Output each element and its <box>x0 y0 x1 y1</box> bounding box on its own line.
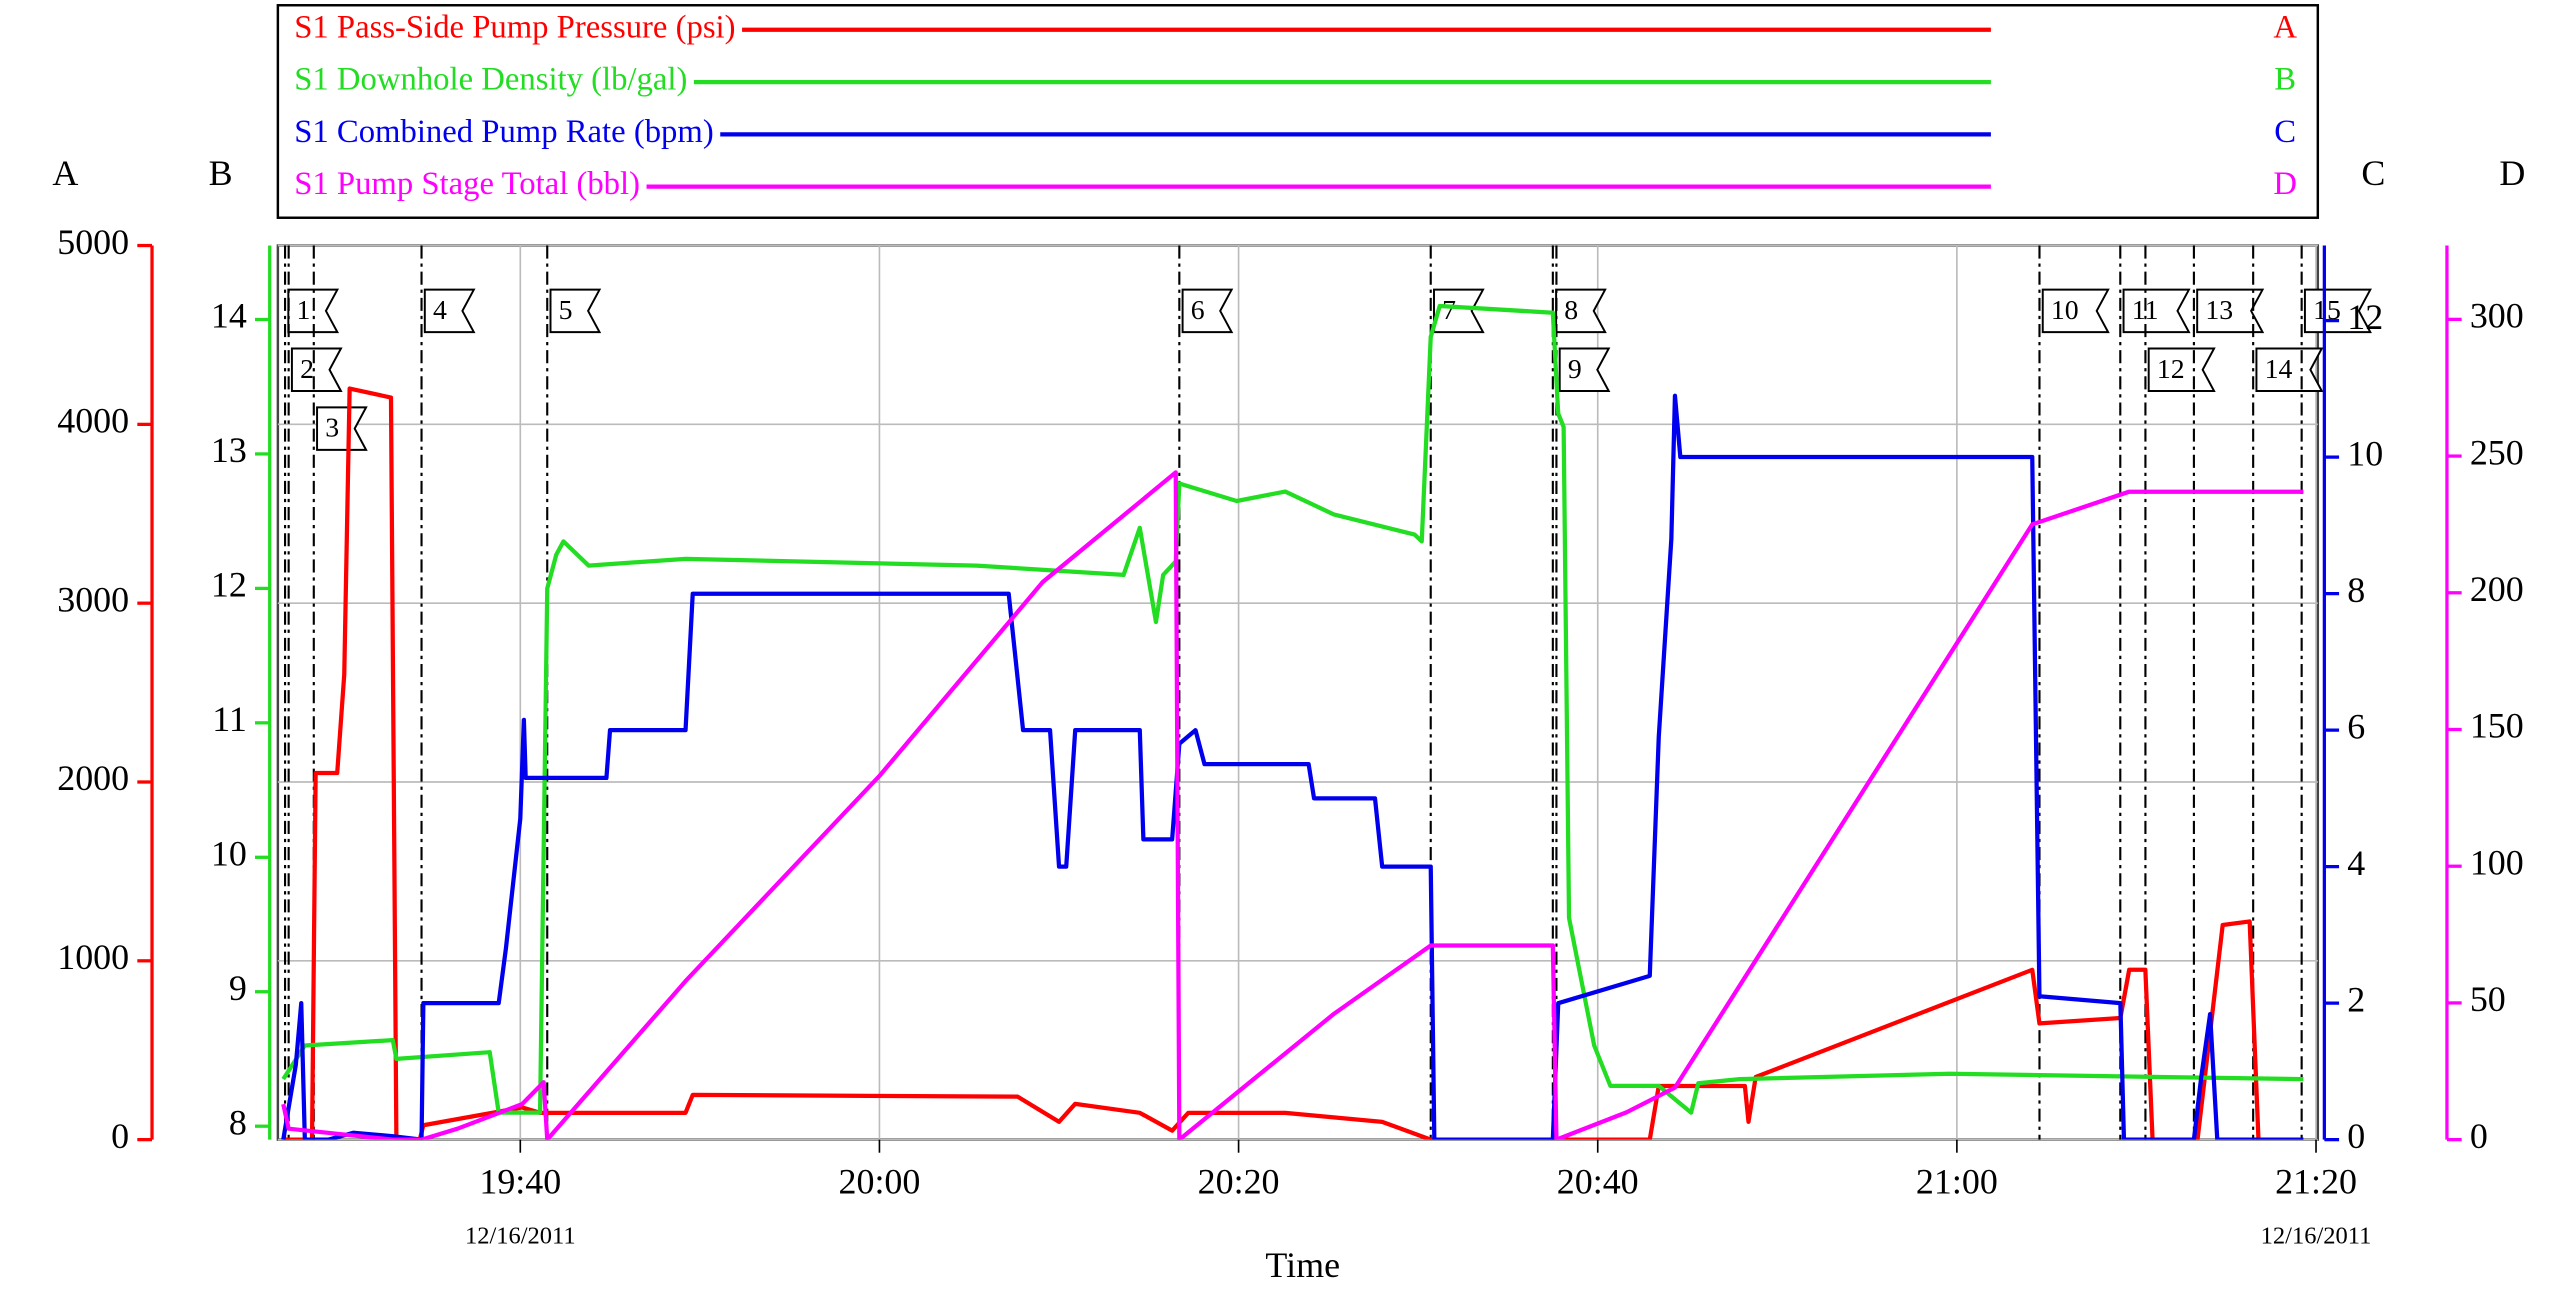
legend: S1 Pass-Side Pump Pressure (psi) A S1 Down… <box>294 9 2297 202</box>
y-tick-label: 200 <box>2470 569 2524 609</box>
y-tick-label: 11 <box>212 699 247 739</box>
plot-series <box>281 303 2304 1140</box>
series-line <box>281 393 2304 1140</box>
event-flag: 12 <box>2147 347 2216 392</box>
x-tick-label: 19:40 <box>479 1162 561 1202</box>
y-tick-label: 250 <box>2470 432 2524 472</box>
y-tick-label: 4 <box>2347 843 2365 883</box>
legend-label: S1 Pass-Side Pump Pressure (psi) <box>294 9 735 45</box>
event-flag: 13 <box>2196 288 2265 334</box>
y-tick-label: 300 <box>2470 296 2524 336</box>
y-tick-label: 6 <box>2347 706 2365 746</box>
y-tick-label: 8 <box>2347 570 2365 610</box>
event-label: 4 <box>433 295 447 326</box>
y-tick-label: 10 <box>2347 433 2383 473</box>
y-tick-label: 10 <box>211 834 247 874</box>
event-flag: 8 <box>1555 288 1607 334</box>
y-tick-label: 0 <box>2470 1116 2488 1156</box>
event-flag: 7 <box>1433 288 1485 334</box>
legend-box <box>276 4 2320 219</box>
x-date-label: 12/16/2011 <box>2261 1222 2372 1249</box>
event-flag: 4 <box>423 288 476 334</box>
legend-axis-letter: B <box>2274 62 2296 98</box>
event-flag-shape <box>2255 347 2324 392</box>
y-tick-label: 8 <box>229 1102 247 1142</box>
event-flag-shape <box>549 288 602 334</box>
event-flag: 5 <box>549 288 602 334</box>
event-label: 10 <box>2051 295 2079 326</box>
event-flag: 15 <box>2303 288 2372 334</box>
y-tick-label: 2 <box>2347 979 2365 1019</box>
event-flag-shape <box>1558 347 1611 392</box>
axis-header: A <box>52 153 78 193</box>
series-line <box>283 386 2302 1140</box>
event-flag-shape <box>2196 288 2265 334</box>
event-flag-shape <box>2122 288 2191 334</box>
x-tick-label: 20:00 <box>838 1162 920 1202</box>
y-tick-label: 12 <box>2347 297 2383 337</box>
x-tick-label: 21:20 <box>2275 1162 2357 1202</box>
event-label: 7 <box>1442 295 1456 326</box>
event-flag-shape <box>2147 347 2216 392</box>
x-tick-label: 21:00 <box>1916 1162 1998 1202</box>
y-tick-label: 100 <box>2470 842 2524 882</box>
event-label: 3 <box>325 413 339 444</box>
event-flag-shape <box>423 288 476 334</box>
y-tick-label: 3000 <box>57 579 129 619</box>
event-flag-shape <box>1181 288 1234 334</box>
event-flag-shape <box>290 347 343 392</box>
y-tick-label: 150 <box>2470 706 2524 746</box>
event-label: 5 <box>559 295 573 326</box>
legend-label: S1 Combined Pump Rate (bpm) <box>294 114 713 150</box>
x-date-label: 12/16/2011 <box>465 1222 576 1249</box>
legend-axis-letter: D <box>2273 166 2297 202</box>
axis-header: D <box>2499 153 2525 193</box>
y-tick-label: 2000 <box>57 758 129 798</box>
event-flag-shape <box>2041 288 2110 334</box>
y-tick-label: 4000 <box>57 401 129 441</box>
y-tick-label: 0 <box>2347 1116 2365 1156</box>
y-tick-label: 12 <box>211 565 247 605</box>
event-label: 6 <box>1191 295 1205 326</box>
x-tick-label: 20:40 <box>1557 1162 1639 1202</box>
legend-label: S1 Pump Stage Total (bbl) <box>294 166 640 202</box>
y-tick-label: 50 <box>2470 979 2506 1019</box>
event-label: 2 <box>300 354 314 385</box>
event-label: 14 <box>2265 354 2293 385</box>
series-line <box>281 303 2304 1115</box>
y-tick-label: 9 <box>229 968 247 1008</box>
event-flag-shape <box>316 406 368 451</box>
event-label: 8 <box>1564 295 1578 326</box>
event-flag: 2 <box>290 347 343 392</box>
y-tick-label: 5000 <box>57 222 129 262</box>
event-label: 13 <box>2205 295 2233 326</box>
legend-axis-letter: C <box>2274 114 2296 150</box>
y-tick-label: 0 <box>111 1116 129 1156</box>
axis-header: B <box>209 153 233 193</box>
event-label: 12 <box>2157 354 2185 385</box>
series-line <box>281 470 2304 1140</box>
axis-header: C <box>2361 153 2385 193</box>
event-flag: 9 <box>1558 347 1611 392</box>
legend-axis-letter: A <box>2273 9 2297 45</box>
event-flag: 6 <box>1181 288 1234 334</box>
event-label: 1 <box>297 295 311 326</box>
legend-label: S1 Downhole Density (lb/gal) <box>294 62 687 98</box>
event-flag: 3 <box>316 406 368 451</box>
x-tick-label: 20:20 <box>1198 1162 1280 1202</box>
y-tick-label: 14 <box>211 296 247 336</box>
event-label: 9 <box>1568 354 1582 385</box>
x-axis-label: Time <box>1265 1245 1340 1285</box>
y-tick-label: 1000 <box>57 937 129 977</box>
y-tick-label: 13 <box>211 430 247 470</box>
event-flag: 10 <box>2041 288 2110 334</box>
event-flag-shape <box>2303 288 2372 334</box>
event-flag: 14 <box>2255 347 2324 392</box>
